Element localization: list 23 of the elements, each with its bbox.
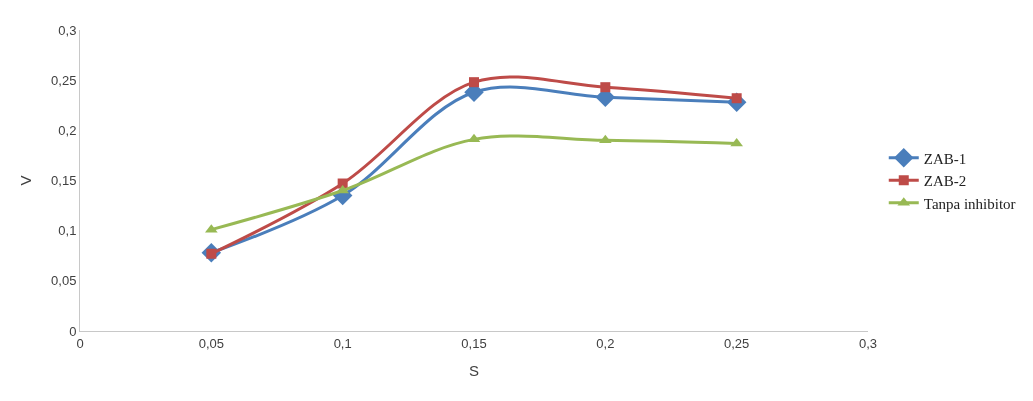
- y-tick-label: 0,15: [51, 173, 77, 189]
- y-tick-label: 0,3: [58, 22, 77, 38]
- point: [598, 134, 612, 144]
- x-tick-label: 0,15: [461, 335, 487, 351]
- x-tick-label: 0,25: [724, 335, 750, 351]
- point: [600, 82, 611, 93]
- point: [469, 77, 479, 88]
- y-tick-label: 0,05: [51, 273, 77, 289]
- y-tick-label: 0,2: [58, 122, 77, 138]
- legend-label: ZAB-1: [923, 150, 967, 167]
- x-tick-label: 0,3: [858, 335, 878, 351]
- y-axis-title: V: [17, 175, 35, 186]
- legend-label: ZAB-2: [923, 173, 967, 190]
- x-tick-label: 0,1: [333, 335, 352, 351]
- x-tick-label: 0,05: [198, 335, 224, 351]
- x-tick-label: 0,2: [596, 335, 615, 351]
- x-axis-title: S: [468, 361, 480, 379]
- point: [467, 133, 481, 143]
- y-tick-label: 0,1: [58, 223, 77, 239]
- y-tick-label: 0: [69, 323, 77, 339]
- point: [730, 137, 744, 147]
- legend-label: Tanpa inhibitor: [923, 195, 1016, 212]
- y-tick-label: 0,25: [51, 72, 77, 88]
